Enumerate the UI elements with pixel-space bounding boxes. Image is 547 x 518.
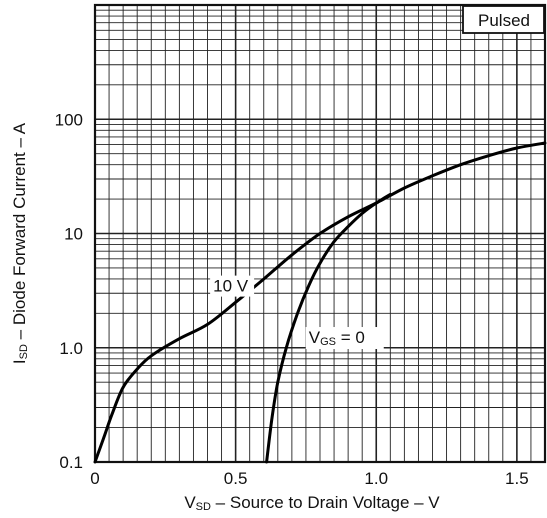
pulsed-label: Pulsed: [478, 11, 530, 30]
annotation-vgs: VGS = 0: [309, 328, 365, 348]
y-axis-title: ISD – Diode Forward Current – A: [10, 122, 30, 364]
x-axis-title: VSD – Source to Drain Voltage – V: [184, 493, 440, 513]
annotation-10v: 10 V: [213, 277, 249, 296]
curves: [93, 141, 547, 464]
x-tick-label: 1.0: [364, 469, 388, 488]
x-axis-title-subscript: SD: [196, 501, 211, 513]
x-tick-label: 1.5: [505, 469, 529, 488]
series-line-0: [93, 141, 547, 464]
x-axis-title-prefix: V: [184, 493, 196, 512]
major-gridlines: [95, 5, 545, 462]
plot-frame: [93, 3, 547, 464]
pulsed-box-frame: [462, 5, 545, 34]
pulsed-box: Pulsed: [462, 5, 545, 34]
y-tick-label: 0.1: [59, 453, 83, 472]
x-tick-labels: 0 0.5 1.0 1.5: [90, 469, 528, 488]
y-tick-label: 10: [64, 225, 83, 244]
y-tick-label: 100: [55, 110, 83, 129]
annotation-10v-background: [210, 275, 255, 297]
annotation-vgs-prefix: V: [309, 328, 321, 347]
annotation-vgs-subscript: GS: [320, 336, 336, 348]
y-axis-title-subscript: SD: [18, 344, 30, 359]
y-axis-title-prefix: I: [10, 359, 29, 364]
x-tick-label: 0.5: [224, 469, 248, 488]
x-axis-title-rest: – Source to Drain Voltage – V: [211, 493, 440, 512]
x-tick-label: 0: [90, 469, 99, 488]
annotation-vgs-rest: = 0: [336, 328, 365, 347]
y-axis-title-rest: – Diode Forward Current – A: [10, 122, 29, 344]
y-tick-labels: 0.1 1.0 10 100: [55, 110, 83, 472]
y-tick-label: 1.0: [59, 339, 83, 358]
annotation-vgs-background: [305, 327, 384, 350]
series-line-1: [265, 192, 392, 464]
